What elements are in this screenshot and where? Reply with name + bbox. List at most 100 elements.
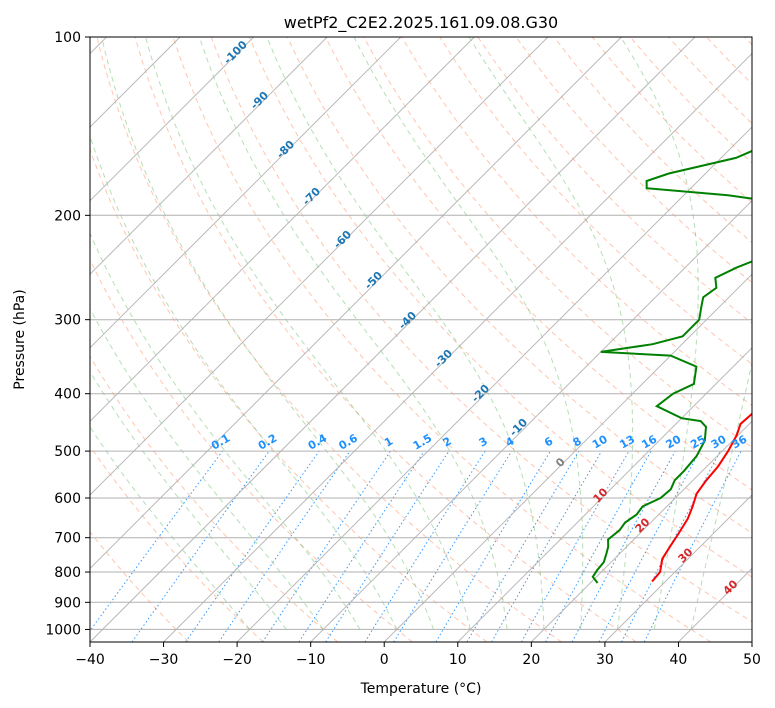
- mixing-ratio-label: 36: [729, 432, 749, 451]
- dry-adiabat: [401, 37, 752, 407]
- isotherm-label: -100: [221, 38, 250, 67]
- moist-adiabat: [468, 37, 634, 630]
- x-axis-title: Temperature (°C): [360, 681, 482, 697]
- dry-adiabat: [90, 355, 339, 642]
- y-tick-label: 400: [54, 387, 81, 403]
- moist-adiabat: [145, 37, 471, 630]
- isotherm: [90, 37, 549, 496]
- y-tick-label: 800: [54, 565, 81, 581]
- isotherm-label: -70: [300, 185, 323, 208]
- isotherm-label: -60: [331, 228, 354, 251]
- dry-adiabat: [439, 37, 752, 365]
- isotherm: [678, 567, 752, 642]
- mixing-ratio-label: 20: [664, 432, 684, 451]
- dry-adiabat: [744, 37, 752, 46]
- y-tick-label: 100: [54, 30, 81, 46]
- dry-adiabat: [553, 37, 752, 244]
- dry-adiabat: [706, 37, 752, 85]
- mixing-ratio-line: [131, 450, 270, 642]
- dry-adiabat: [477, 37, 752, 324]
- y-tick-label: 700: [54, 531, 81, 547]
- y-tick-label: 900: [54, 595, 81, 611]
- isotherm-label: -40: [396, 309, 419, 332]
- mixing-ratio-label: 13: [617, 433, 637, 452]
- dry-adiabat: [210, 37, 752, 623]
- mixing-ratio-line: [643, 450, 742, 642]
- dry-adiabat: [248, 37, 752, 578]
- moist-adiabat: [90, 370, 287, 630]
- moist-adiabat: [198, 37, 508, 630]
- moist-adiabat: [90, 134, 398, 630]
- isotherm: [90, 37, 475, 423]
- mixing-ratio-line: [521, 450, 630, 642]
- background-lines: [90, 37, 752, 642]
- dry-adiabat: [90, 445, 264, 642]
- isotherm: [530, 420, 752, 642]
- x-tick-label: 30: [596, 652, 614, 668]
- plot-frame: [89, 36, 753, 643]
- x-tick-label: −20: [222, 652, 252, 668]
- isotherm: [90, 37, 328, 275]
- y-axis-title: Pressure (hPa): [12, 289, 28, 389]
- dry-adiabat: [96, 37, 562, 642]
- isotherm-label: -50: [362, 269, 385, 292]
- mixing-ratio-line: [466, 450, 580, 642]
- mixing-ratio-line: [90, 450, 223, 632]
- grid: [90, 37, 752, 642]
- isotherm: [90, 37, 255, 202]
- x-tick-label: 50: [743, 652, 761, 668]
- x-tick-label: −40: [75, 652, 105, 668]
- x-tick-label: 10: [449, 652, 467, 668]
- mixing-ratio-label: 3: [477, 435, 490, 450]
- mixing-ratio-line: [571, 450, 676, 642]
- isotherm: [457, 347, 752, 642]
- isotherm-label: -80: [274, 138, 297, 161]
- isotherm: [236, 126, 752, 642]
- chart-title: wetPf2_C2E2.2025.161.09.08.G30: [284, 13, 558, 33]
- y-tick-label: 1000: [45, 622, 81, 638]
- moist-adiabat-label: 40: [721, 577, 741, 597]
- mixing-ratio-label: 30: [709, 432, 729, 451]
- mixing-ratio-label: 0.4: [306, 431, 330, 452]
- isotherm: [90, 37, 622, 570]
- mixing-ratio-label: 1: [382, 435, 395, 450]
- dry-adiabat: [90, 148, 488, 642]
- y-tick-label: 300: [54, 313, 81, 329]
- moist-adiabat: [101, 37, 435, 630]
- dewpoint-line: [591, 149, 752, 584]
- dry-adiabat: [515, 37, 752, 284]
- x-tick-label: −10: [296, 652, 326, 668]
- mixing-ratio-label: 1.5: [411, 432, 434, 453]
- isotherm: [383, 273, 752, 642]
- x-tick-label: 20: [522, 652, 540, 668]
- isotherm: [90, 37, 402, 349]
- mixing-ratio-line: [364, 450, 486, 642]
- mixing-ratio-line: [218, 450, 351, 642]
- x-tick-label: 40: [670, 652, 688, 668]
- x-axis: −40 −30 −20 −10 0 10 20 30 40 50: [75, 642, 761, 668]
- dry-adiabat: [629, 37, 752, 164]
- mixing-ratio-line: [393, 450, 513, 642]
- mixing-ratio-label: 6: [542, 434, 555, 449]
- moist-adiabat: [690, 360, 752, 630]
- mixing-ratio-line: [435, 450, 551, 642]
- mixing-ratio-line: [298, 450, 425, 642]
- isotherm-label: -30: [432, 347, 455, 370]
- isotherm-label: -90: [248, 89, 271, 112]
- x-tick-label: 0: [380, 652, 389, 668]
- isotherm: [163, 52, 752, 642]
- dry-adiabat: [134, 37, 637, 642]
- mixing-ratio-line: [325, 450, 450, 642]
- y-tick-label: 600: [54, 491, 81, 507]
- x-tick-label: −30: [149, 652, 179, 668]
- isotherm: [604, 494, 752, 642]
- mixing-ratio-label: 10: [590, 432, 610, 451]
- dry-adiabat: [90, 258, 413, 642]
- mixing-ratio-line: [545, 450, 652, 642]
- temperature-line: [651, 412, 752, 583]
- moist-adiabat-label: 20: [633, 515, 653, 535]
- moist-adiabat: [90, 426, 251, 630]
- moist-adiabat: [353, 37, 584, 630]
- y-tick-label: 200: [54, 208, 81, 224]
- isotherm: [751, 641, 752, 642]
